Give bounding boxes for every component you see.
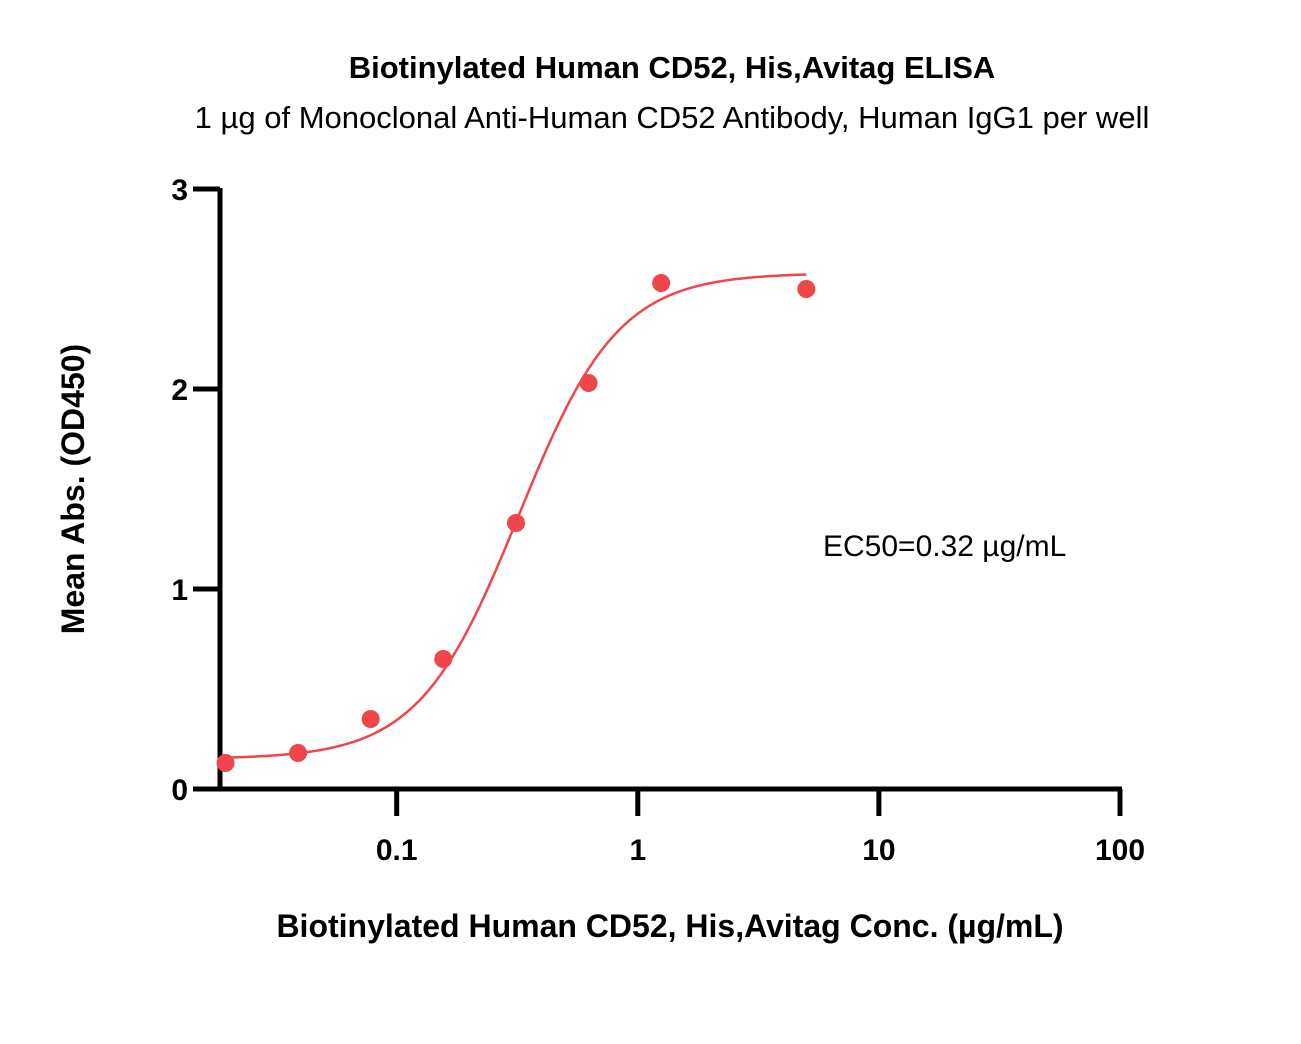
x-tick-label: 100 xyxy=(1095,834,1145,867)
chart-title: Biotinylated Human CD52, His,Avitag ELIS… xyxy=(349,50,996,85)
ec50-annotation: EC50=0.32 µg/mL xyxy=(823,530,1066,563)
data-point xyxy=(579,374,598,392)
data-point xyxy=(652,274,671,292)
data-point xyxy=(216,754,235,772)
x-tick-label: 0.1 xyxy=(376,834,418,867)
x-tick-label: 1 xyxy=(629,834,646,867)
axes: 0 1 2 3 0.1 1 10 100 xyxy=(171,174,1145,867)
x-tick-label: 10 xyxy=(862,834,895,867)
y-tick-label: 0 xyxy=(171,774,188,807)
x-axis-title: Biotinylated Human CD52, His,Avitag Conc… xyxy=(276,908,1063,944)
data-point xyxy=(434,650,453,668)
data-point xyxy=(506,514,525,532)
data-point xyxy=(289,744,308,762)
y-axis-title: Mean Abs. (OD450) xyxy=(55,344,91,634)
data-points-layer xyxy=(216,274,816,772)
y-tick-label: 2 xyxy=(171,374,188,407)
y-tick-label: 1 xyxy=(171,574,188,607)
data-point xyxy=(797,280,816,298)
y-tick-label: 3 xyxy=(171,174,188,207)
data-point xyxy=(361,710,380,728)
chart-subtitle: 1 µg of Monoclonal Anti-Human CD52 Antib… xyxy=(195,100,1150,135)
